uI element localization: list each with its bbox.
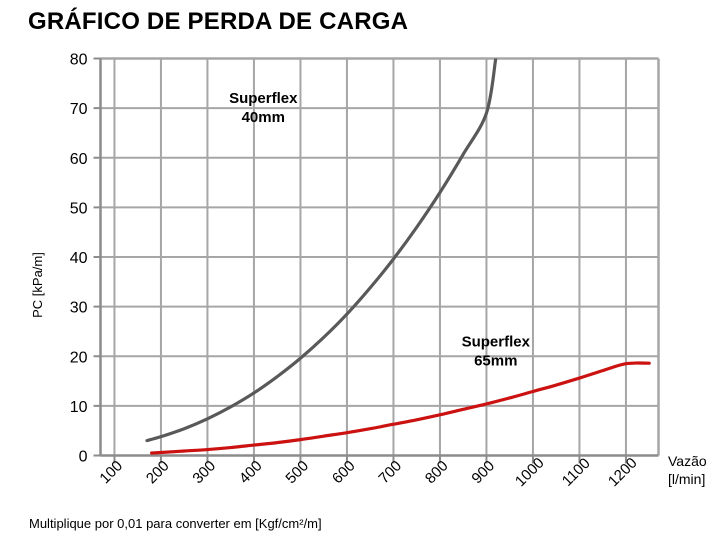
series-curve [145, 58, 498, 443]
series-label: 65mm [474, 352, 517, 369]
x-axis-tick-label: 700 [375, 457, 405, 487]
page-title: GRÁFICO DE PERDA DE CARGA [28, 8, 409, 35]
y-axis-tick-label: 10 [70, 399, 88, 416]
y-axis-tick-label: 0 [79, 449, 88, 466]
x-axis-tick-label: 400 [236, 457, 266, 487]
y-axis-tick-label: 80 [70, 52, 88, 69]
x-axis-tick-label: 200 [143, 457, 173, 487]
x-axis-tick-label: 1200 [605, 455, 641, 491]
y-axis-title: PC [kPa/m] [30, 252, 45, 318]
series-label: 40mm [242, 109, 285, 126]
y-axis-tick-label: 50 [70, 200, 88, 217]
series-curve [150, 361, 651, 455]
x-axis-title: Vazão [668, 453, 707, 469]
series-label: Superflex [462, 333, 531, 350]
y-axis-tick-label: 40 [70, 250, 88, 267]
x-axis-tick-label: 600 [329, 457, 359, 487]
y-axis-tick-label: 60 [70, 151, 88, 168]
x-axis-tick-label: 100 [96, 457, 126, 487]
x-axis-tick-label: 500 [282, 457, 312, 487]
y-axis-tick-label: 70 [70, 101, 88, 118]
x-axis-tick-label: 1100 [559, 455, 594, 490]
y-axis-tick-label: 30 [70, 300, 88, 317]
x-axis-tick-label: 900 [468, 457, 498, 487]
conversion-note: Multiplique por 0,01 para converter em [… [29, 516, 322, 531]
y-axis-tick-label: 20 [70, 349, 88, 366]
x-axis-tick-label: 300 [189, 457, 219, 487]
x-axis-tick-label: 800 [422, 457, 452, 487]
x-axis-tick-label: 1000 [512, 455, 548, 491]
x-axis-unit: [l/min] [668, 471, 705, 487]
series-label: Superflex [229, 90, 298, 107]
